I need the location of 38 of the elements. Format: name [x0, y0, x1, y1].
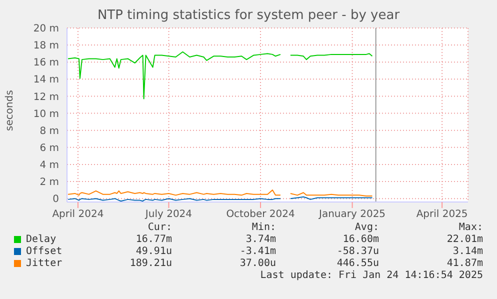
text: 3.74m: [246, 234, 276, 245]
x-tick-label: July 2024: [144, 209, 192, 220]
text: 16.60m: [342, 234, 379, 245]
y-tick-label: 10 m: [33, 108, 59, 120]
chart-title: NTP timing statistics for system peer - by year: [96, 8, 401, 23]
y-axis-title: seconds: [4, 90, 16, 131]
text: Cur:: [148, 222, 172, 233]
x-tick-label: January 2025: [318, 209, 386, 220]
legend-label: Offset: [26, 246, 62, 257]
text: 37.00u: [240, 258, 276, 269]
y-tick-label: 0: [52, 194, 59, 206]
y-tick-label: 12 m: [33, 92, 59, 103]
text: Max:: [458, 222, 483, 233]
text: 3.14m: [452, 246, 483, 257]
y-tick-label: 16 m: [33, 58, 59, 69]
text: 16.77m: [136, 234, 172, 245]
y-tick-label: 4 m: [40, 160, 59, 172]
text: 49.91u: [136, 246, 172, 257]
x-tick-label: April 2025: [416, 209, 468, 220]
x-tick-label: April 2024: [52, 209, 104, 220]
y-tick-label: 20 m: [33, 24, 59, 35]
y-tick-label: 18 m: [33, 40, 59, 52]
y-tick-label: 14 m: [33, 74, 59, 86]
text: 22.01m: [446, 234, 483, 245]
legend-label: Jitter: [26, 258, 62, 269]
text: 41.87m: [446, 258, 483, 269]
y-tick-label: 8 m: [40, 126, 59, 137]
x-tick-label: October 2024: [226, 209, 295, 220]
text: -58.37u: [336, 246, 379, 257]
text: 189.21u: [130, 258, 172, 269]
legend-label: Delay: [26, 234, 56, 245]
y-tick-label: 6 m: [40, 142, 59, 154]
text: Last update: Fri Jan 24 14:16:54 2025: [260, 270, 483, 281]
y-tick-label: 2 m: [40, 177, 59, 188]
text: 446.55u: [336, 258, 379, 269]
text: Avg:: [354, 222, 379, 233]
text: Min:: [252, 222, 276, 233]
text: -3.41m: [240, 246, 276, 257]
